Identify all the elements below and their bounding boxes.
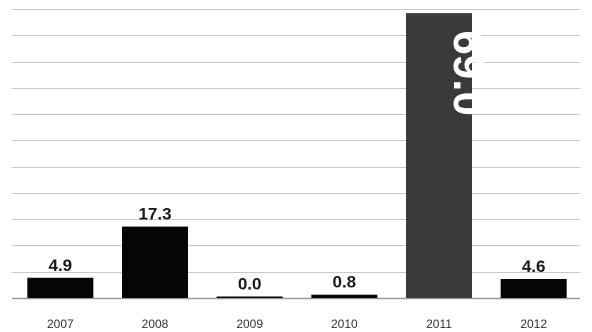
value-label-2008: 17.3: [138, 205, 171, 224]
x-tick-2010: 2010: [331, 317, 358, 331]
value-label-2007: 4.9: [49, 256, 73, 275]
x-tick-2008: 2008: [142, 317, 169, 331]
bars: [27, 13, 567, 299]
x-tick-2007: 2007: [47, 317, 74, 331]
bar-2012: [500, 279, 567, 298]
value-labels: 4.9 17.3 0.0 0.8 69.0 4.6: [49, 30, 546, 293]
bar-2011: [406, 13, 472, 299]
value-label-2011: 69.0: [444, 30, 493, 116]
value-label-2010: 0.8: [333, 273, 357, 292]
x-tick-2012: 2012: [520, 317, 547, 331]
x-axis-ticks: 2007 2008 2009 2010 2011 2012: [47, 317, 547, 331]
bar-2008: [122, 226, 188, 298]
x-tick-2009: 2009: [236, 317, 263, 331]
bar-2007: [27, 277, 94, 298]
bar-2009: [216, 296, 283, 298]
gridlines: [12, 9, 580, 300]
x-tick-2011: 2011: [426, 317, 452, 331]
value-label-2009: 0.0: [238, 275, 262, 294]
bar-2010: [311, 294, 378, 298]
value-label-2012: 4.6: [522, 257, 546, 276]
